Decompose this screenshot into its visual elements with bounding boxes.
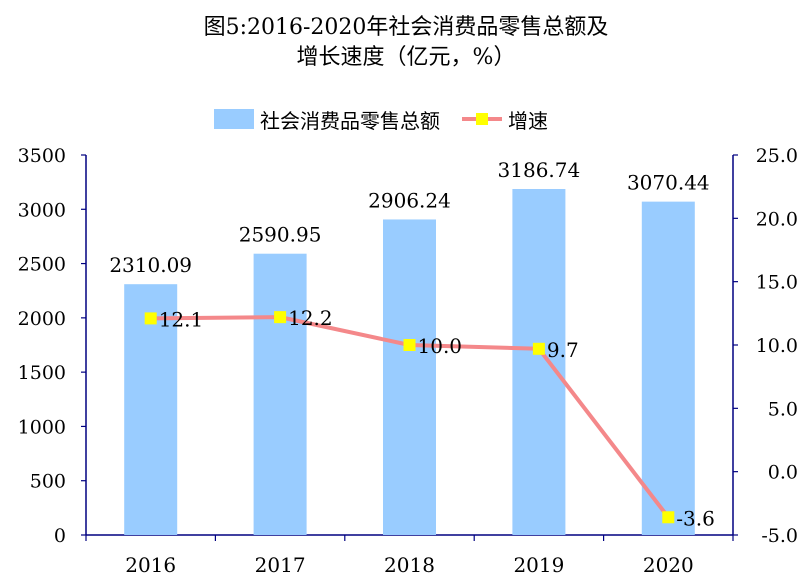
- right-tick-label: 5.0: [768, 398, 798, 420]
- legend-bar-label: 社会消费品零售总额: [260, 108, 440, 133]
- growth-value-label: 12.2: [288, 306, 333, 330]
- left-tick-label: 1500: [18, 362, 66, 384]
- bar-2017: [253, 253, 307, 536]
- left-tick-label: 2500: [18, 254, 66, 276]
- growth-value-label: -3.6: [676, 506, 715, 530]
- x-tick-label: 2017: [255, 553, 306, 577]
- growth-point-2020: [662, 511, 675, 524]
- right-tick-label: 25.0: [756, 145, 798, 167]
- bar-value-label: 2906.24: [368, 188, 451, 212]
- growth-point-2016: [144, 312, 157, 325]
- left-tick-label: 500: [30, 471, 66, 493]
- growth-point-2018: [403, 339, 416, 351]
- legend-line-label: 增速: [508, 108, 548, 133]
- growth-value-label: 10.0: [418, 334, 463, 358]
- left-tick-label: 0: [54, 525, 66, 547]
- left-tick-label: 3000: [18, 199, 66, 221]
- bar-value-label: 3070.44: [627, 171, 710, 195]
- growth-value-label: 12.1: [159, 307, 204, 331]
- left-tick-label: 2000: [18, 308, 66, 330]
- bar-value-label: 2590.95: [239, 223, 322, 247]
- chart-legend: 社会消费品零售总额 增速: [214, 104, 548, 134]
- right-tick-label: 15.0: [756, 272, 798, 294]
- x-tick-label: 2020: [643, 553, 694, 577]
- x-tick-label: 2016: [125, 553, 176, 577]
- legend-line-swatch: [462, 109, 502, 129]
- bar-2018: [383, 219, 436, 535]
- growth-point-2017: [274, 311, 287, 324]
- bar-2020: [641, 201, 695, 535]
- growth-point-2019: [532, 342, 545, 355]
- left-tick-label: 1000: [18, 416, 66, 438]
- x-tick-label: 2019: [513, 553, 564, 577]
- right-tick-label: 20.0: [756, 208, 798, 230]
- left-tick-label: 3500: [18, 145, 66, 167]
- bar-2019: [512, 189, 566, 535]
- bar-value-label: 3186.74: [498, 158, 581, 182]
- chart-title-line-2: 增长速度（亿元，%）: [296, 45, 516, 70]
- right-tick-label: -5.0: [761, 525, 798, 547]
- chart-title-line-1: 图5:2016-2020年社会消费品零售总额及: [203, 15, 609, 40]
- growth-value-label: 9.7: [547, 338, 579, 362]
- legend-bar-swatch: [214, 109, 254, 129]
- bar-value-label: 2310.09: [109, 253, 192, 277]
- right-tick-label: 0.0: [768, 462, 798, 484]
- right-tick-label: 10.0: [756, 335, 798, 357]
- bar-2016: [124, 284, 178, 535]
- x-tick-label: 2018: [384, 553, 435, 577]
